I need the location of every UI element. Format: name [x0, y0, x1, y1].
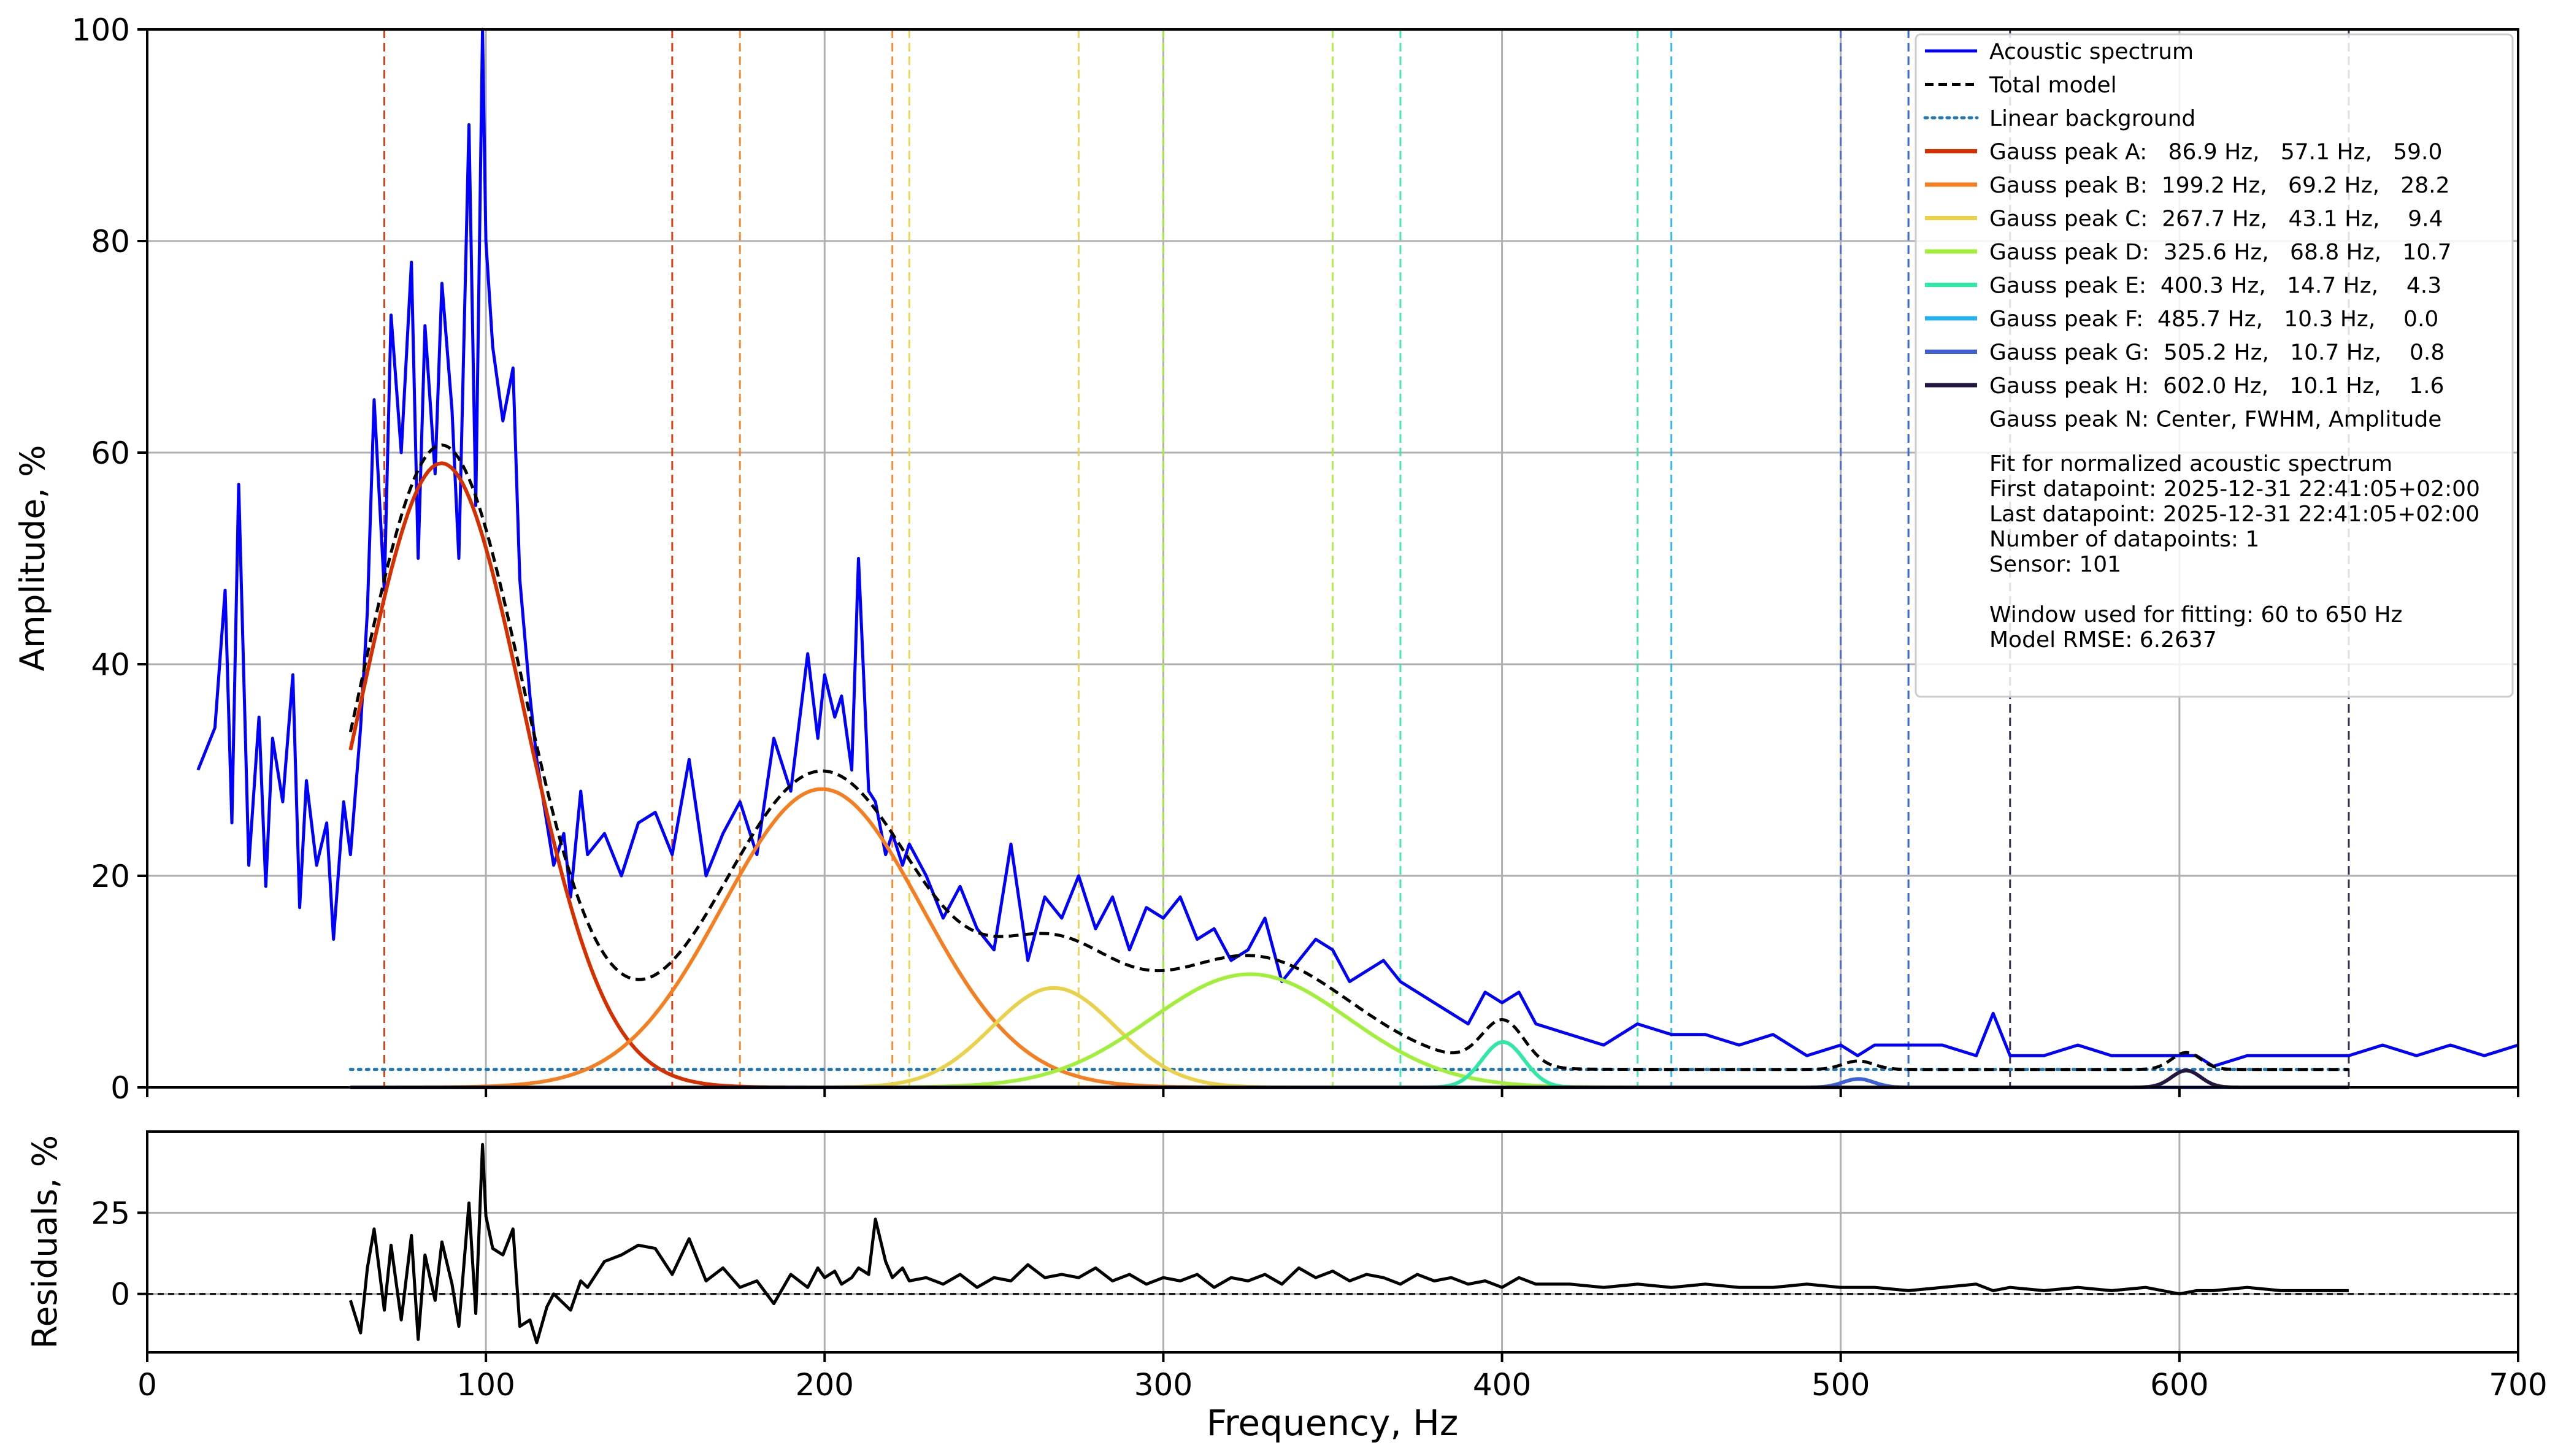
- legend-note-line: Last datapoint: 2025-12-31 22:41:05+02:0…: [1989, 502, 2479, 527]
- main-plot: 0 20 40 60 80 100 Amplitude, % Acoustic spect…: [13, 12, 2519, 1106]
- residual-x-ticks: 0 100 200 300 400 500 600 700: [137, 1352, 2548, 1403]
- legend-box: [1915, 33, 2514, 698]
- residual-series: [147, 1143, 2518, 1344]
- legend-entry-label: Gauss peak A: 86.9 Hz, 57.1 Hz, 59.0: [1989, 140, 2442, 165]
- y-tick-label: 0: [110, 1277, 130, 1312]
- y-tick-label: 40: [91, 647, 130, 683]
- residual-y-ticks: 0 25: [91, 1195, 147, 1312]
- legend-entry-label: Gauss peak G: 505.2 Hz, 10.7 Hz, 0.8: [1989, 340, 2445, 366]
- legend-note-line: Sensor: 101: [1989, 552, 2121, 577]
- legend-entry-label: Gauss peak B: 199.2 Hz, 69.2 Hz, 28.2: [1989, 173, 2450, 198]
- legend-entry-label: Gauss peak D: 325.6 Hz, 68.8 Hz, 10.7: [1989, 240, 2452, 265]
- main-y-axis-label: Amplitude, %: [13, 445, 52, 671]
- x-tick-label: 200: [796, 1367, 854, 1403]
- legend-entries: Acoustic spectrum Total model Linear backg…: [1923, 39, 2452, 432]
- main-x-ticks: [146, 1087, 2519, 1097]
- x-tick-label: 100: [456, 1367, 515, 1403]
- legend-entry-label: Gauss peak F: 485.7 Hz, 10.3 Hz, 0.0: [1989, 307, 2438, 332]
- legend-entry-label: Gauss peak C: 267.7 Hz, 43.1 Hz, 9.4: [1989, 207, 2443, 232]
- main-axes-frame: [146, 28, 2519, 1089]
- x-tick-label: 400: [1473, 1367, 1531, 1403]
- residual-axes-frame: [146, 1130, 2519, 1354]
- total-model-line: [348, 443, 2349, 1071]
- residual-plot: 0 100 200 300 400 500 600 700 025 Residuals, % …: [25, 1130, 2548, 1444]
- x-tick-label: 600: [2150, 1367, 2208, 1403]
- legend-note-line: Model RMSE: 6.2637: [1989, 627, 2217, 653]
- legend-note-line: Fit for normalized acoustic spectrum: [1989, 451, 2392, 477]
- legend-entry-label: Gauss peak H: 602.0 Hz, 10.1 Hz, 1.6: [1989, 374, 2444, 399]
- y-tick-label: 80: [91, 224, 130, 259]
- legend-entry-label: Gauss peak N: Center, FWHM, Amplitude: [1989, 407, 2441, 432]
- legend: Acoustic spectrum Total model Linear backg…: [1915, 33, 2514, 698]
- legend-note-line: Number of datapoints: 1: [1989, 527, 2259, 552]
- legend-note-line: Window used for fitting: 60 to 650 Hz: [1989, 602, 2402, 627]
- y-tick-label: 0: [110, 1070, 130, 1106]
- legend-entry-label: Total model: [1989, 73, 2117, 98]
- residual-y-axis-label: Residuals, %: [25, 1135, 64, 1349]
- x-tick-label: 500: [1811, 1367, 1870, 1403]
- legend-notes: Fit for normalized acoustic spectrumFirs…: [1989, 451, 2480, 653]
- y-tick-label: 100: [72, 12, 130, 48]
- x-tick-label: 700: [2489, 1367, 2547, 1403]
- x-axis-label: Frequency, Hz: [1207, 1402, 1459, 1444]
- residual-line: [348, 1143, 2349, 1344]
- y-tick-label: 60: [91, 435, 130, 471]
- main-y-ticks: 0 20 40 60 80 100: [72, 12, 147, 1106]
- legend-note-line: First datapoint: 2025-12-31 22:41:05+02:…: [1989, 477, 2480, 502]
- x-tick-label: 0: [137, 1367, 157, 1403]
- legend-entry-label: Gauss peak E: 400.3 Hz, 14.7 Hz, 4.3: [1989, 274, 2441, 299]
- y-tick-label: 20: [91, 859, 130, 894]
- acoustic-spectrum-line: [196, 28, 2519, 1068]
- legend-entry-label: Acoustic spectrum: [1989, 39, 2194, 64]
- y-tick-label: 25: [91, 1195, 130, 1231]
- legend-entry-label: Linear background: [1989, 106, 2195, 131]
- x-tick-label: 300: [1134, 1367, 1193, 1403]
